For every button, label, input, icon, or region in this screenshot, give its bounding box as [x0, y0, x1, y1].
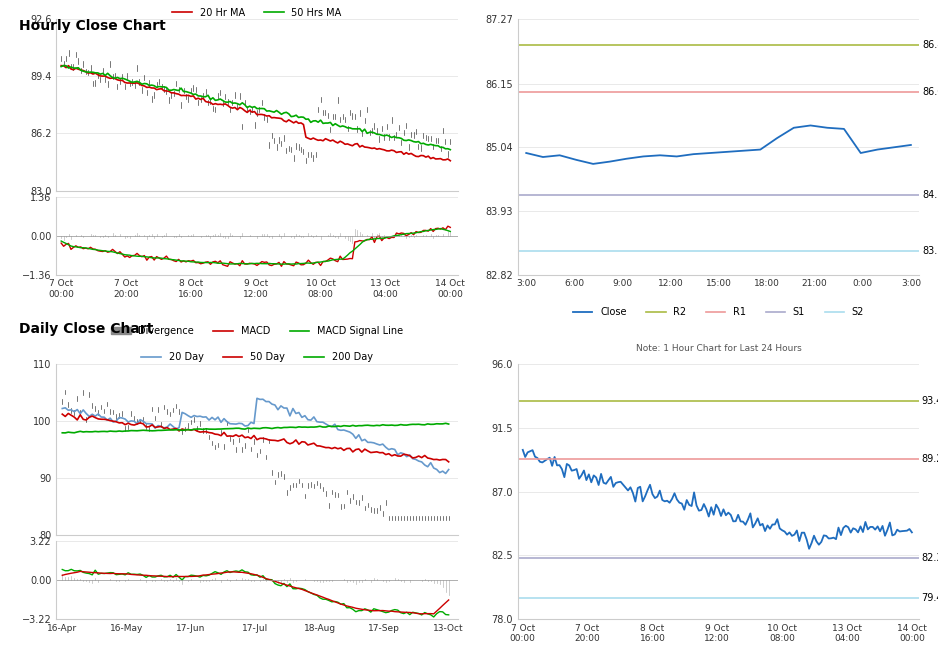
Text: 84.20: 84.20 — [923, 190, 938, 201]
Legend: Close, R2, R1, S1, S2: Close, R2, R1, S1, S2 — [569, 303, 868, 321]
Text: 82.31: 82.31 — [922, 553, 938, 563]
Text: Daily Close Chart: Daily Close Chart — [19, 322, 153, 337]
Legend: 20 Hr MA, 50 Hrs MA: 20 Hr MA, 50 Hrs MA — [169, 4, 345, 21]
Text: 86.83: 86.83 — [923, 39, 938, 50]
Text: 86.00: 86.00 — [923, 87, 938, 97]
Text: Note: 1 Hour Chart for Last 24 Hours: Note: 1 Hour Chart for Last 24 Hours — [636, 344, 801, 353]
Text: 93.42: 93.42 — [922, 395, 938, 406]
Legend: Divergence, MACD, MACD Signal Line: Divergence, MACD, MACD Signal Line — [107, 322, 407, 340]
Text: 89.29: 89.29 — [922, 454, 938, 464]
Text: Hourly Close Chart: Hourly Close Chart — [19, 19, 165, 34]
Text: 79.46: 79.46 — [922, 593, 938, 604]
Text: 83.23: 83.23 — [923, 246, 938, 256]
Legend: 20 Day, 50 Day, 200 Day: 20 Day, 50 Day, 200 Day — [138, 348, 376, 366]
